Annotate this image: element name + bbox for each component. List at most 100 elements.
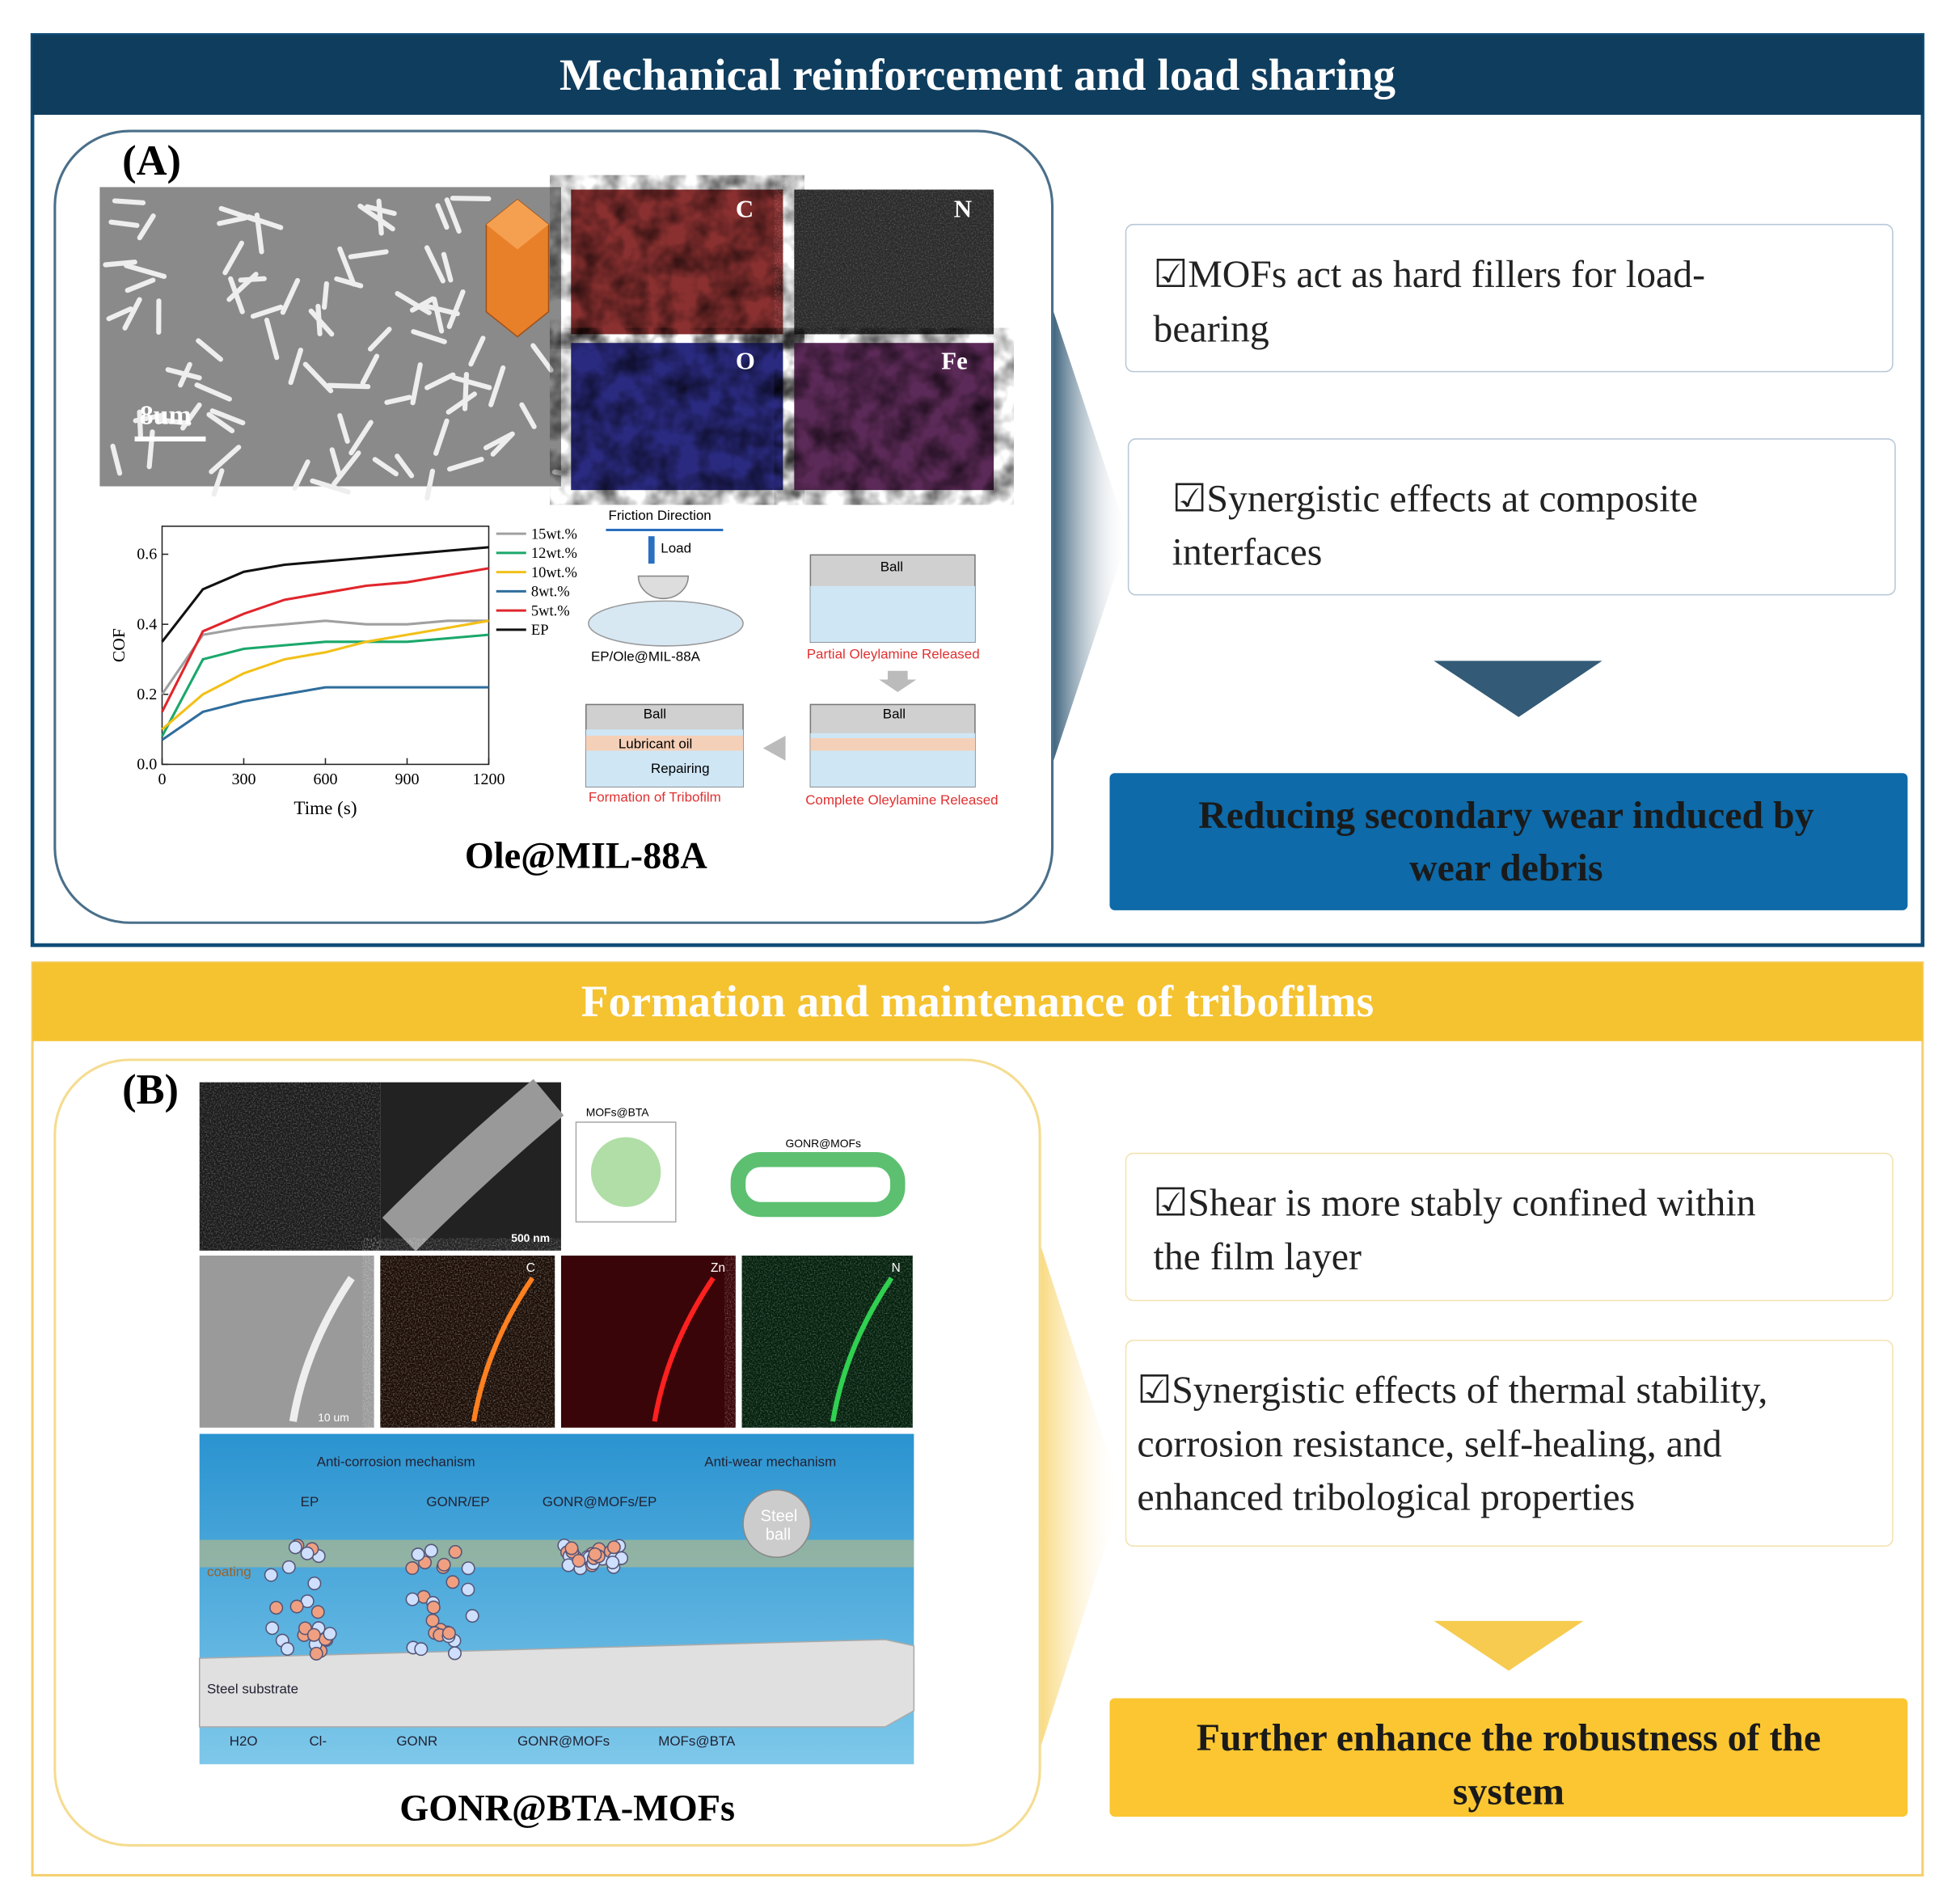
- rod: [106, 306, 133, 322]
- eds-label: Zn: [711, 1261, 725, 1275]
- schematic-text: Ball: [880, 559, 903, 574]
- x-axis-label: Time (s): [293, 798, 357, 819]
- rod: [211, 468, 225, 497]
- legend-label: 15wt.%: [531, 526, 577, 542]
- rod: [206, 412, 235, 433]
- rod: [334, 276, 364, 289]
- rod: [222, 240, 245, 276]
- header-a: [32, 35, 1923, 115]
- panel-caption: GONR@BTA-MOFs: [399, 1788, 735, 1830]
- scene-text: Anti-corrosion mechanism: [317, 1454, 475, 1470]
- figure: [382, 1079, 564, 1252]
- rod: [226, 272, 259, 302]
- rod: [435, 203, 450, 230]
- scene-text: Anti-wear mechanism: [704, 1454, 836, 1470]
- rod: [196, 338, 223, 362]
- rod: [410, 362, 423, 406]
- scene-text: Steel ball: [761, 1507, 798, 1543]
- point-text: ☑MOFs act as hard fillers for load-: [1153, 253, 1705, 296]
- point-text: ☑Synergistic effects of thermal stabilit…: [1137, 1369, 1767, 1412]
- panel-label: (A): [122, 137, 181, 184]
- rod: [444, 197, 462, 234]
- figure: [585, 735, 744, 751]
- scale-bar: 500 nm: [511, 1231, 550, 1244]
- point-box: [1125, 1152, 1894, 1302]
- ion: [405, 1592, 420, 1606]
- rod: [490, 431, 515, 457]
- rod: [409, 296, 436, 313]
- figure: [879, 670, 917, 692]
- figure: 0.0 0.2 0.4 0.6 0 300 600 900 1200 Time (s) COF 15w…: [109, 526, 577, 819]
- rod: [209, 445, 242, 475]
- figure: [648, 536, 655, 564]
- rod: [326, 382, 371, 390]
- result-text: Further enhance the robustness of the sys…: [1197, 1716, 1821, 1813]
- ion: [281, 1642, 295, 1656]
- rod: [424, 245, 445, 284]
- y-tick-label: 0.4: [137, 615, 157, 633]
- rod: [450, 196, 492, 201]
- figure: [742, 1489, 812, 1558]
- scale-bar: 10 um: [318, 1411, 349, 1424]
- rod: [103, 260, 137, 268]
- rod: [112, 198, 146, 205]
- point-box: [1127, 438, 1896, 596]
- figure: [198, 1639, 915, 1728]
- figure: [264, 1538, 629, 1661]
- eds-label: Fe: [941, 348, 968, 375]
- rod: [447, 457, 484, 472]
- scene-text: GONR/EP: [426, 1494, 489, 1509]
- rod: [433, 418, 450, 456]
- point-text: ☑Shear is more stably confined within the…: [1153, 1182, 1755, 1278]
- rod: [302, 361, 334, 394]
- rod: [462, 371, 469, 412]
- ion: [606, 1540, 621, 1555]
- ion: [411, 1547, 425, 1562]
- rod: [315, 303, 323, 336]
- series-line: [161, 546, 489, 643]
- result-box: [1109, 1698, 1908, 1817]
- ion: [323, 1627, 337, 1641]
- point-text: interfaces: [1172, 531, 1323, 574]
- rod: [395, 454, 415, 479]
- series-line: [161, 619, 489, 731]
- figure: [590, 1137, 661, 1207]
- figure: [741, 1255, 913, 1428]
- rod: [424, 372, 456, 391]
- ion: [300, 1546, 315, 1560]
- ion: [426, 1600, 441, 1615]
- rod: [246, 214, 284, 230]
- scene-text: ball: [766, 1526, 791, 1544]
- figure: [810, 585, 975, 643]
- rod: [348, 249, 389, 260]
- schematic-text: Friction Direction: [609, 508, 711, 523]
- header-title: Formation and maintenance of tribofilms: [581, 977, 1374, 1027]
- rod: [280, 277, 301, 315]
- point-text: ☑Synergistic effects of thermal stabilit…: [1137, 1369, 1767, 1519]
- rod: [337, 246, 357, 287]
- scene-legend: Cl-: [309, 1733, 327, 1749]
- point-text: bearing: [1153, 308, 1269, 351]
- ion: [564, 1541, 579, 1556]
- figure: [289, 1276, 355, 1422]
- ion: [265, 1621, 280, 1636]
- schematic-text: EP/Ole@MIL-88A: [591, 648, 701, 664]
- figure: [794, 189, 994, 335]
- series-line: [161, 567, 489, 713]
- ion: [445, 1575, 460, 1589]
- scene-text: EP: [301, 1494, 319, 1509]
- ion: [269, 1601, 284, 1615]
- point-text: the film layer: [1153, 1235, 1362, 1278]
- rod: [264, 317, 280, 361]
- rod: [310, 478, 351, 495]
- rod: [519, 402, 537, 429]
- ion: [461, 1561, 475, 1576]
- scene-text: Steel substrate: [207, 1681, 298, 1696]
- rod: [156, 298, 162, 335]
- y-tick-label: 0.6: [137, 546, 157, 564]
- header-title: Mechanical reinforcement and load sharin…: [559, 51, 1396, 100]
- ion: [465, 1609, 479, 1623]
- rod: [357, 203, 395, 232]
- rod: [209, 408, 246, 426]
- result-text: wear debris: [1409, 846, 1602, 889]
